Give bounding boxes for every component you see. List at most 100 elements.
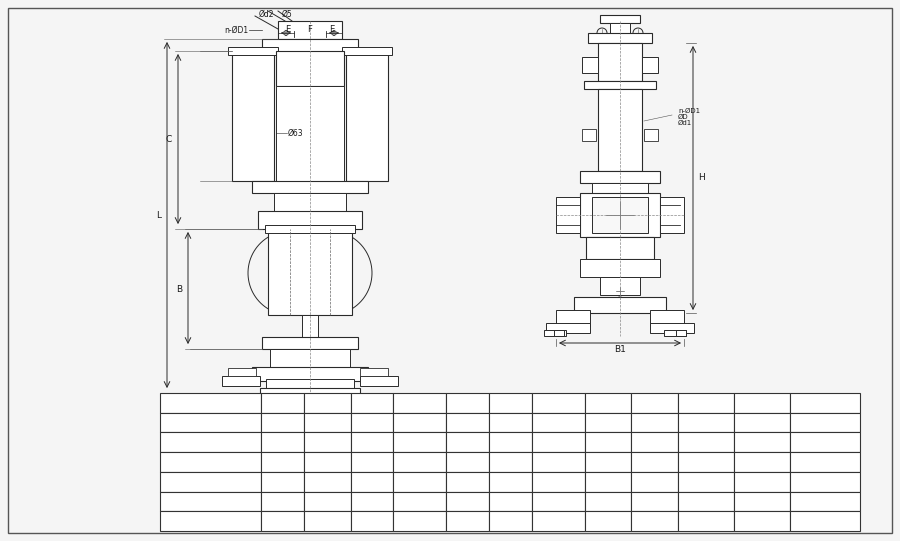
Bar: [642, 57, 658, 73]
Bar: [261, 492, 304, 511]
Text: A1: A1: [304, 411, 316, 419]
Bar: [160, 511, 261, 531]
Bar: [532, 472, 585, 492]
Bar: [790, 511, 860, 531]
Text: 481: 481: [549, 457, 567, 467]
Bar: [585, 452, 631, 472]
Text: Ø150: Ø150: [693, 437, 719, 447]
Bar: [304, 472, 351, 492]
Bar: [734, 413, 790, 432]
Text: n-ØD1: n-ØD1: [224, 25, 248, 35]
Bar: [734, 432, 790, 452]
Text: 565: 565: [549, 497, 568, 506]
Bar: [489, 452, 532, 472]
Text: Ø125: Ø125: [749, 457, 775, 467]
Bar: [265, 225, 355, 233]
Bar: [790, 413, 860, 432]
Bar: [660, 197, 684, 233]
Bar: [346, 53, 388, 181]
Bar: [252, 367, 368, 381]
Bar: [342, 47, 392, 55]
Text: 355: 355: [645, 516, 664, 526]
Text: 210: 210: [501, 457, 519, 467]
Text: B: B: [324, 398, 330, 408]
Bar: [393, 472, 446, 492]
Bar: [304, 432, 351, 452]
Bar: [592, 197, 648, 233]
Bar: [585, 472, 631, 492]
Text: 4-Ø18: 4-Ø18: [810, 457, 840, 467]
Text: 260: 260: [501, 516, 519, 526]
Bar: [351, 413, 393, 432]
Text: C: C: [166, 135, 172, 144]
Text: Ø63: Ø63: [287, 129, 302, 137]
Text: E: E: [329, 24, 335, 34]
Bar: [585, 413, 631, 432]
Bar: [489, 492, 532, 511]
Bar: [489, 511, 532, 531]
Bar: [446, 472, 489, 492]
Text: 355: 355: [645, 497, 664, 506]
Bar: [160, 472, 261, 492]
Text: EVW-100: EVW-100: [189, 516, 232, 526]
Text: 100: 100: [363, 437, 381, 447]
Bar: [351, 492, 393, 511]
Text: ØD: ØD: [678, 114, 688, 120]
Bar: [489, 432, 532, 452]
Bar: [270, 349, 350, 369]
Bar: [574, 297, 666, 313]
Bar: [304, 452, 351, 472]
Bar: [360, 376, 398, 386]
Text: F: F: [508, 398, 513, 408]
Bar: [600, 15, 640, 23]
Text: 100: 100: [363, 418, 381, 427]
Text: Ød1: Ød1: [752, 398, 772, 408]
Bar: [734, 472, 790, 492]
Text: 665: 665: [549, 516, 568, 526]
Bar: [588, 33, 652, 43]
Text: 225: 225: [645, 418, 664, 427]
Text: 235: 235: [598, 516, 617, 526]
Text: 210: 210: [501, 437, 519, 447]
Bar: [546, 323, 590, 333]
Text: 790: 790: [410, 516, 429, 526]
Text: 790: 790: [410, 497, 429, 506]
Bar: [598, 43, 642, 81]
Bar: [556, 310, 590, 326]
Text: 165: 165: [458, 516, 477, 526]
Text: Ø160: Ø160: [749, 497, 775, 506]
Text: Ø220: Ø220: [693, 516, 719, 526]
Bar: [489, 413, 532, 432]
Bar: [580, 193, 660, 237]
Text: Ø200: Ø200: [693, 497, 719, 506]
Circle shape: [633, 202, 639, 208]
Bar: [274, 193, 346, 211]
Bar: [261, 472, 304, 492]
Bar: [304, 393, 351, 413]
Text: EVW-50: EVW-50: [192, 457, 230, 467]
Text: 178: 178: [318, 418, 337, 427]
Text: 260: 260: [501, 497, 519, 506]
Bar: [598, 89, 642, 171]
Bar: [664, 330, 686, 336]
Bar: [266, 379, 354, 393]
Bar: [585, 393, 631, 413]
Text: 288: 288: [318, 477, 337, 487]
Text: 401: 401: [549, 437, 567, 447]
Bar: [304, 413, 351, 432]
Bar: [532, 452, 585, 472]
Bar: [790, 432, 860, 452]
Text: 315: 315: [318, 497, 337, 506]
Bar: [446, 413, 489, 432]
Text: EVW-40: EVW-40: [192, 437, 230, 447]
Text: 480: 480: [410, 418, 429, 427]
Text: 4-Ø18: 4-Ø18: [810, 477, 840, 487]
Bar: [585, 432, 631, 452]
Text: Ø100: Ø100: [749, 418, 775, 427]
Bar: [580, 171, 660, 183]
Text: 365: 365: [318, 516, 337, 526]
Bar: [351, 472, 393, 492]
Text: F: F: [308, 24, 312, 34]
Bar: [489, 472, 532, 492]
Bar: [544, 330, 566, 336]
